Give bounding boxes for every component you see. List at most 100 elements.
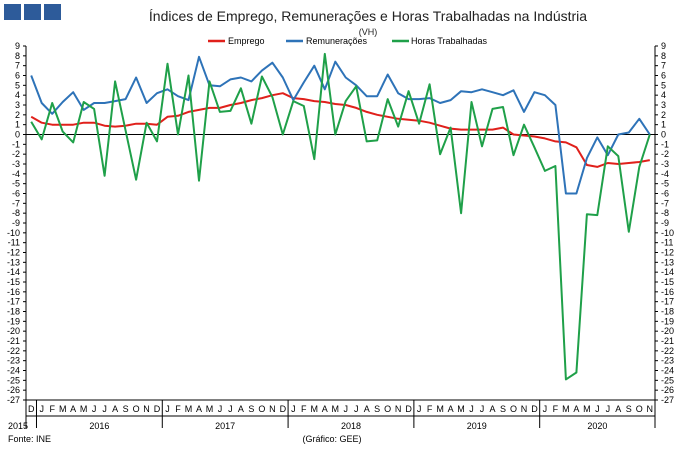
month-label: O <box>510 404 517 414</box>
month-label: F <box>49 404 55 414</box>
y-tick-label-right: -25 <box>661 375 674 385</box>
month-label: N <box>269 404 276 414</box>
month-label: J <box>92 404 97 414</box>
month-label: J <box>480 404 485 414</box>
month-label: A <box>112 404 118 414</box>
y-tick-label-left: -17 <box>7 297 20 307</box>
y-tick-label-right: -7 <box>661 198 669 208</box>
y-tick-label-left: -22 <box>7 346 20 356</box>
month-label: F <box>427 404 433 414</box>
month-label: J <box>469 404 474 414</box>
y-tick-label-left: -12 <box>7 248 20 258</box>
month-label: J <box>228 404 233 414</box>
y-tick-label-right: -13 <box>661 257 674 267</box>
y-tick-label-right: 8 <box>661 51 666 61</box>
y-tick-label-right: -12 <box>661 248 674 258</box>
y-tick-label-right: 7 <box>661 61 666 71</box>
month-label: S <box>500 404 506 414</box>
month-label: J <box>595 404 600 414</box>
y-tick-label-left: -15 <box>7 277 20 287</box>
month-label: J <box>165 404 170 414</box>
month-label: J <box>218 404 223 414</box>
month-label: A <box>573 404 579 414</box>
series-line-remunera-es <box>30 55 651 195</box>
month-label: J <box>102 404 107 414</box>
month-label: S <box>626 404 632 414</box>
y-tick-label-left: 0 <box>15 130 20 140</box>
month-label: F <box>553 404 559 414</box>
y-tick-label-left: 9 <box>15 41 20 51</box>
month-label: J <box>543 404 548 414</box>
month-label: J <box>39 404 44 414</box>
y-tick-label-left: -14 <box>7 267 20 277</box>
y-tick-label-left: -6 <box>12 189 20 199</box>
legend-label: Remunerações <box>306 36 368 46</box>
y-tick-label-right: -8 <box>661 208 669 218</box>
y-tick-label-left: -20 <box>7 326 20 336</box>
y-tick-label-right: 5 <box>661 80 666 90</box>
y-tick-label-left: -8 <box>12 208 20 218</box>
y-tick-label-left: 6 <box>15 71 20 81</box>
month-label: J <box>417 404 422 414</box>
y-tick-label-left: 8 <box>15 51 20 61</box>
month-label: N <box>647 404 654 414</box>
month-label: A <box>196 404 202 414</box>
y-tick-label-left: -2 <box>12 149 20 159</box>
chart-unit: (VH) <box>359 27 378 37</box>
month-label: M <box>311 404 319 414</box>
y-tick-label-right: -17 <box>661 297 674 307</box>
month-label: O <box>636 404 643 414</box>
y-tick-label-right: -6 <box>661 189 669 199</box>
y-tick-label-right: -5 <box>661 179 669 189</box>
month-label: A <box>238 404 244 414</box>
month-label: A <box>322 404 328 414</box>
y-tick-label-right: -20 <box>661 326 674 336</box>
y-tick-label-left: -26 <box>7 385 20 395</box>
y-tick-label-right: -10 <box>661 228 674 238</box>
month-label: M <box>457 404 465 414</box>
y-tick-label-left: -18 <box>7 307 20 317</box>
series-line-horas-trabalhadas <box>30 52 651 381</box>
y-tick-label-left: -23 <box>7 356 20 366</box>
month-label: F <box>301 404 307 414</box>
logo-block-3 <box>44 4 61 20</box>
y-tick-label-right: -23 <box>661 356 674 366</box>
y-tick-label-left: 1 <box>15 120 20 130</box>
y-tick-label-left: 4 <box>15 90 20 100</box>
series-line-emprego <box>30 92 650 168</box>
y-tick-label-left: -19 <box>7 316 20 326</box>
legend-label: Emprego <box>228 36 265 46</box>
y-tick-label-right: -3 <box>661 159 669 169</box>
y-tick-label-right: 6 <box>661 71 666 81</box>
y-tick-label-right: -15 <box>661 277 674 287</box>
y-tick-label-right: -22 <box>661 346 674 356</box>
y-tick-label-left: -11 <box>8 238 20 248</box>
month-label: O <box>133 404 140 414</box>
year-label: 2020 <box>587 421 607 431</box>
month-label: J <box>343 404 348 414</box>
y-tick-label-right: -16 <box>661 287 674 297</box>
year-label: 2017 <box>215 421 235 431</box>
plot-area <box>30 52 651 381</box>
logo-block-1 <box>4 4 21 20</box>
y-tick-label-right: 1 <box>661 120 666 130</box>
y-tick-label-right: 2 <box>661 110 666 120</box>
y-tick-label-right: 3 <box>661 100 666 110</box>
y-tick-label-right: -2 <box>661 149 669 159</box>
y-tick-label-left: -1 <box>12 139 20 149</box>
y-tick-label-right: -11 <box>661 238 673 248</box>
y-tick-label-left: -7 <box>12 198 20 208</box>
year-label: 2018 <box>341 421 361 431</box>
month-label: A <box>448 404 454 414</box>
month-label: M <box>332 404 340 414</box>
month-label: D <box>28 404 35 414</box>
y-tick-label-left: -27 <box>7 395 20 405</box>
month-label: D <box>154 404 161 414</box>
year-label: 2016 <box>89 421 109 431</box>
month-label: O <box>258 404 265 414</box>
month-label: M <box>436 404 444 414</box>
y-tick-label-left: -3 <box>12 159 20 169</box>
year-label: 2015 <box>8 421 28 431</box>
